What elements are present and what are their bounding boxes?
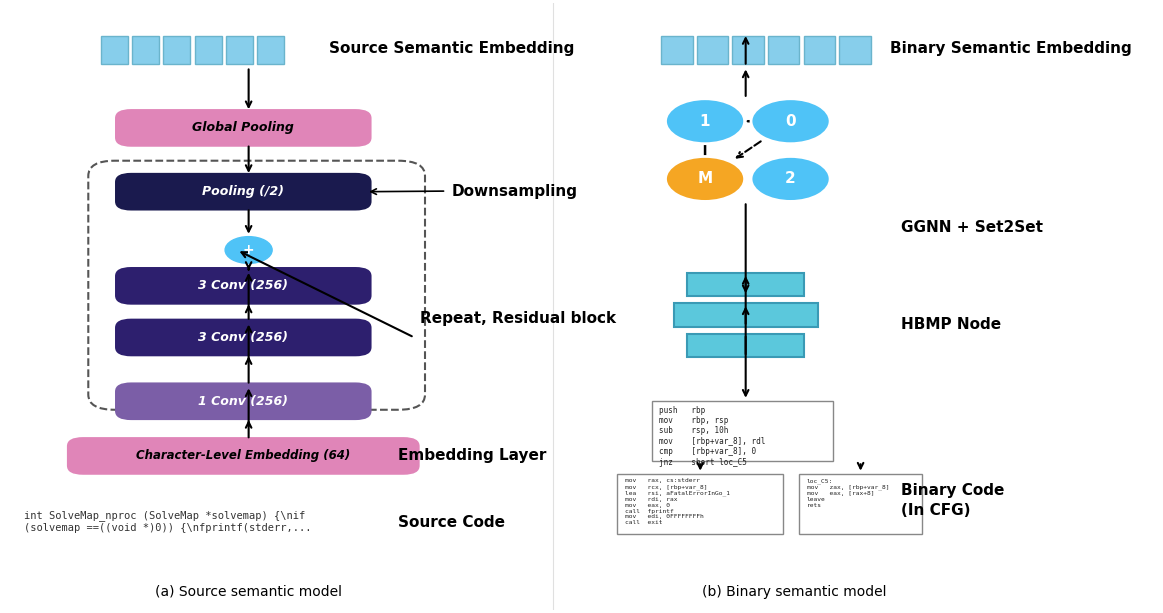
Text: Source Semantic Embedding: Source Semantic Embedding	[329, 41, 575, 56]
FancyBboxPatch shape	[115, 319, 371, 356]
Text: Global Pooling: Global Pooling	[192, 121, 294, 134]
FancyBboxPatch shape	[804, 36, 835, 64]
Text: 3 Conv (256): 3 Conv (256)	[198, 280, 288, 292]
Text: M: M	[698, 172, 713, 186]
FancyBboxPatch shape	[115, 383, 371, 420]
Text: push   rbp
mov    rbp, rsp
sub    rsp, 10h
mov    [rbp+var_8], rdl
cmp    [rbp+v: push rbp mov rbp, rsp sub rsp, 10h mov […	[659, 406, 765, 466]
Text: GGNN + Set2Set: GGNN + Set2Set	[900, 220, 1043, 235]
Text: Pooling (/2): Pooling (/2)	[202, 185, 284, 198]
FancyBboxPatch shape	[799, 474, 922, 535]
Circle shape	[751, 156, 830, 202]
FancyBboxPatch shape	[697, 36, 728, 64]
FancyBboxPatch shape	[673, 303, 818, 327]
FancyBboxPatch shape	[687, 273, 805, 296]
Text: HBMP Node: HBMP Node	[900, 317, 1001, 332]
Text: 1 Conv (256): 1 Conv (256)	[198, 395, 288, 408]
FancyBboxPatch shape	[768, 36, 799, 64]
FancyBboxPatch shape	[164, 36, 191, 64]
Circle shape	[751, 99, 830, 143]
Text: int SolveMap_nproc (SolveMap *solvemap) {\nif
(solvemap ==((void *)0)) {\nfprint: int SolveMap_nproc (SolveMap *solvemap) …	[24, 510, 312, 533]
Text: (a) Source semantic model: (a) Source semantic model	[155, 585, 342, 599]
FancyBboxPatch shape	[101, 36, 128, 64]
FancyBboxPatch shape	[133, 36, 159, 64]
FancyBboxPatch shape	[115, 267, 371, 305]
FancyBboxPatch shape	[840, 36, 871, 64]
FancyBboxPatch shape	[226, 36, 252, 64]
Text: 0: 0	[785, 114, 795, 129]
Text: Character-Level Embedding (64): Character-Level Embedding (64)	[136, 449, 350, 462]
Text: +: +	[243, 243, 255, 257]
Text: 1: 1	[700, 114, 711, 129]
FancyBboxPatch shape	[257, 36, 284, 64]
FancyBboxPatch shape	[115, 173, 371, 210]
Text: loc_C5:
mov   zax, [rbp+var_8]
mov   eax, [rax+8]
leave
rets: loc_C5: mov zax, [rbp+var_8] mov eax, [r…	[807, 478, 889, 508]
FancyBboxPatch shape	[687, 334, 805, 357]
Circle shape	[665, 156, 744, 202]
Text: Embedding Layer: Embedding Layer	[398, 448, 547, 463]
Text: Source Code: Source Code	[398, 515, 505, 530]
Text: Downsampling: Downsampling	[451, 183, 578, 199]
Text: Binary Code
(In CFG): Binary Code (In CFG)	[900, 484, 1004, 518]
FancyBboxPatch shape	[115, 109, 371, 147]
Text: 3 Conv (256): 3 Conv (256)	[198, 331, 288, 344]
FancyBboxPatch shape	[618, 474, 783, 535]
FancyBboxPatch shape	[194, 36, 221, 64]
FancyBboxPatch shape	[67, 437, 420, 474]
Circle shape	[665, 99, 744, 143]
Text: mov   rax, cs:stderr
mov   rcx, [rbp+var_8]
lea   rsi, aFatalErrorInGo_1
mov   r: mov rax, cs:stderr mov rcx, [rbp+var_8] …	[625, 478, 730, 525]
Text: Repeat, Residual block: Repeat, Residual block	[420, 311, 615, 326]
Text: 2: 2	[785, 172, 795, 186]
FancyBboxPatch shape	[662, 36, 693, 64]
FancyBboxPatch shape	[651, 401, 834, 462]
FancyBboxPatch shape	[733, 36, 764, 64]
Circle shape	[226, 237, 272, 264]
Text: (b) Binary semantic model: (b) Binary semantic model	[701, 585, 886, 599]
Text: Binary Semantic Embedding: Binary Semantic Embedding	[890, 41, 1132, 56]
